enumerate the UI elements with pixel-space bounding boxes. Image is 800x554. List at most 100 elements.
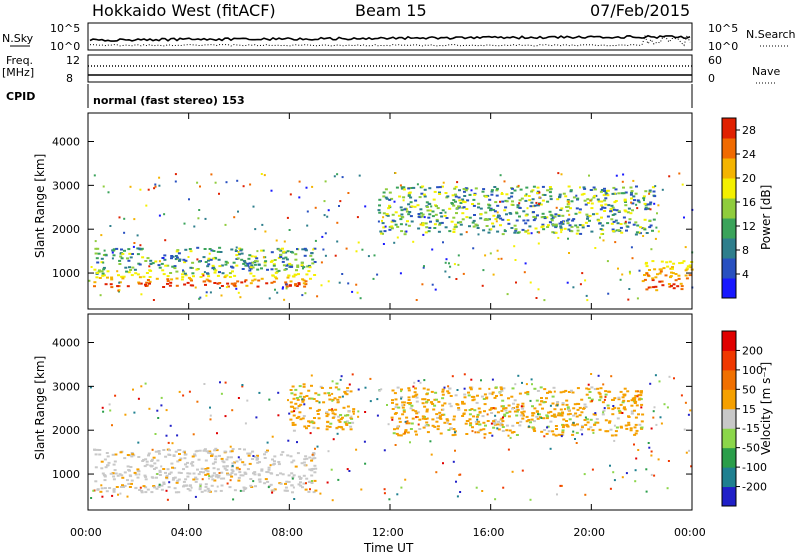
scatter-cell [467,391,470,394]
colorbar-tick-label: 20 [742,172,756,185]
scatter-cell [627,421,631,424]
scatter-cell [391,401,394,404]
scatter-cell [511,387,515,390]
scatter-cell [617,267,619,270]
scatter-cell [435,205,438,208]
scatter-cell [130,452,134,454]
scatter-cell [305,395,309,397]
scatter-cell [235,466,239,469]
scatter-cell [286,250,290,253]
scatter-cell [584,405,588,408]
scatter-cell [207,275,211,278]
scatter-cell [230,450,234,453]
scatter-cell [391,418,394,421]
scatter-cell [623,406,626,409]
scatter-cell [624,210,628,213]
scatter-cell [177,471,181,474]
scatter-cell [284,482,287,485]
scatter-cell [585,393,589,396]
scatter-cell [410,404,414,407]
scatter-cell [651,229,654,232]
scatter-cell [307,264,311,267]
scatter-cell [527,229,530,232]
scatter-cell [101,472,105,475]
scatter-cell [291,385,295,388]
scatter-cell [530,232,533,235]
scatter-cell [637,390,640,393]
scatter-cell [120,248,123,251]
scatter-cell [501,430,505,432]
scatter-cell [208,450,212,453]
scatter-cell [637,398,641,401]
scatter-cell [186,488,190,490]
scatter-cell [441,388,445,391]
scatter-cell [214,257,218,260]
scatter-cell [644,190,648,193]
scatter-cell [609,210,613,213]
scatter-cell [383,449,386,452]
scatter-cell [670,284,673,287]
scatter-cell [290,392,294,395]
scatter-cell [633,199,636,202]
scatter-cell [657,230,660,233]
scatter-cell [472,398,476,401]
scatter-cell [121,252,125,255]
scatter-cell [170,257,173,260]
scatter-cell [490,228,493,231]
scatter-cell [274,271,278,274]
scatter-cell [598,222,602,225]
scatter-cell [142,275,146,278]
scatter-cell [614,241,617,244]
scatter-cell [606,404,610,407]
scatter-cell [244,279,248,282]
scatter-cell [386,404,388,406]
scatter-cell [211,264,215,267]
scatter-cell [298,411,302,414]
scatter-cell [426,417,429,420]
scatter-cell [499,386,503,389]
colorbar-segment [722,238,736,259]
scatter-cell [657,458,660,461]
scatter-cell [428,187,432,190]
scatter-cell [111,424,113,427]
scatter-cell [100,257,104,260]
scatter-cell [423,265,425,268]
scatter-cell [336,432,339,435]
scatter-cell [439,212,443,214]
scatter-cell [268,398,271,401]
scatter-cell [469,388,473,391]
scatter-cell [145,272,149,274]
scatter-cell [614,219,618,222]
scatter-cell [391,213,395,216]
scatter-cell [316,413,320,415]
scatter-cell [642,235,645,237]
scatter-cell [291,491,294,494]
scatter-cell [151,262,155,265]
scatter-cell [543,299,546,302]
scatter-cell [336,398,340,401]
scatter-cell [271,491,274,494]
scatter-cell [214,447,218,450]
scatter-cell [650,454,653,457]
scatter-cell [140,247,144,250]
scatter-cell [472,204,476,207]
scatter-cell [449,395,453,397]
scatter-cell [180,278,184,281]
scatter-cell [622,173,625,176]
scatter-cell [288,412,291,415]
scatter-cell [203,449,207,452]
scatter-cell [284,281,288,284]
scatter-cell [398,417,402,420]
scatter-cell [627,298,630,301]
scatter-cell [290,484,294,487]
scatter-cell [152,299,155,301]
scatter-cell [246,452,250,455]
scatter-cell [513,231,517,234]
scatter-cell [238,471,242,474]
scatter-cell [597,391,601,394]
scatter-cell [297,283,301,286]
scatter-cell [201,273,205,276]
scatter-cell [551,430,555,433]
scatter-cell [628,218,632,221]
scatter-cell [465,231,468,234]
